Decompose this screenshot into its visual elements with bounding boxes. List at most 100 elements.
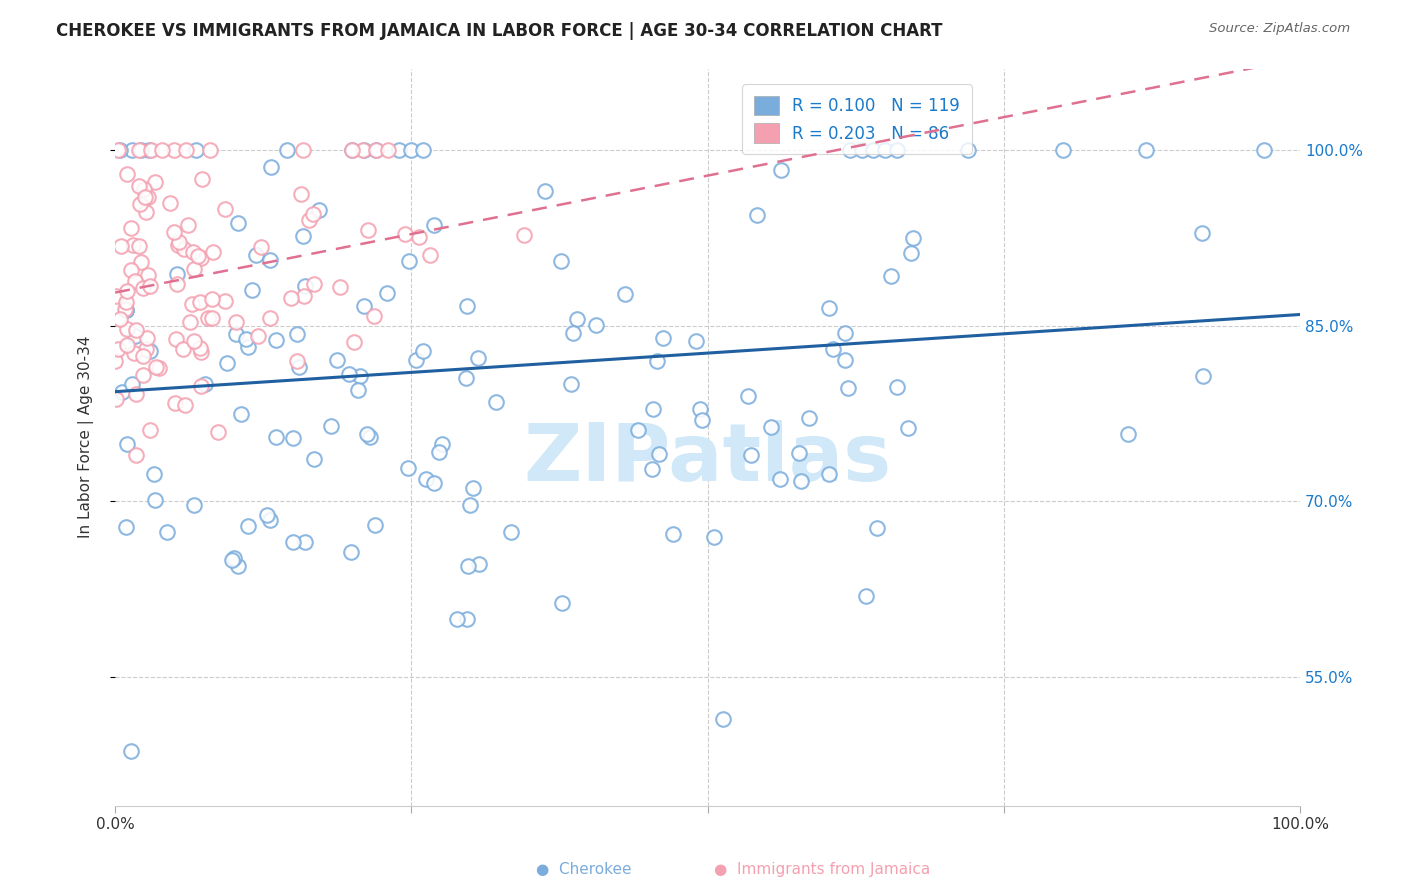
Point (197, 310, 219, 325)
Point (236, 340, 259, 354)
Point (115, 167, 138, 181)
Point (290, 186, 312, 201)
Point (187, 249, 209, 263)
Point (231, 407, 253, 421)
Text: ●  Immigrants from Jamaica: ● Immigrants from Jamaica (714, 863, 931, 877)
Point (641, 462, 664, 476)
Point (283, 431, 305, 445)
Point (240, 283, 263, 297)
Point (121, 238, 143, 252)
Point (221, 552, 243, 566)
Point (298, 213, 321, 227)
Point (108, 311, 131, 326)
Point (287, 359, 309, 374)
Point (110, 144, 132, 158)
Point (770, 163, 793, 178)
Point (200, 293, 222, 307)
Point (174, 144, 197, 158)
Point (408, 230, 430, 244)
Point (190, 378, 212, 392)
Text: ZIPatlas: ZIPatlas (523, 420, 891, 498)
Point (152, 144, 174, 158)
Point (104, 392, 127, 406)
Point (165, 333, 187, 347)
Point (181, 245, 204, 260)
Point (139, 423, 162, 437)
Point (485, 394, 508, 409)
Point (143, 493, 166, 508)
Point (115, 338, 138, 352)
Point (787, 445, 810, 459)
Point (256, 508, 278, 522)
Point (340, 144, 363, 158)
Point (139, 144, 162, 158)
Point (285, 354, 308, 368)
Point (214, 293, 236, 308)
Point (1192, 369, 1215, 384)
Point (107, 342, 129, 356)
Point (353, 299, 375, 313)
Point (201, 311, 224, 326)
Point (713, 712, 735, 726)
Point (396, 460, 419, 475)
Point (207, 425, 229, 439)
Point (769, 473, 792, 487)
Point (190, 294, 212, 309)
Point (190, 251, 212, 265)
Point (217, 356, 239, 370)
Point (456, 300, 478, 314)
Point (128, 197, 150, 211)
Text: ●  Cherokee: ● Cherokee (536, 863, 631, 877)
Point (340, 545, 363, 559)
Point (183, 261, 205, 276)
Point (235, 333, 257, 347)
Point (177, 218, 200, 232)
Point (294, 534, 316, 549)
Point (740, 448, 762, 462)
Point (398, 254, 420, 268)
Point (1191, 226, 1213, 240)
Point (357, 223, 380, 237)
Point (139, 343, 162, 358)
Point (456, 612, 478, 626)
Point (319, 418, 342, 433)
Point (131, 368, 153, 382)
Point (260, 160, 283, 174)
Point (415, 472, 437, 486)
Text: Source: ZipAtlas.com: Source: ZipAtlas.com (1209, 22, 1350, 36)
Point (353, 144, 375, 158)
Point (550, 253, 572, 268)
Point (326, 352, 349, 367)
Point (184, 144, 207, 158)
Point (191, 172, 214, 186)
Point (648, 447, 671, 461)
Point (259, 513, 281, 527)
Point (401, 144, 423, 158)
Point (190, 345, 212, 359)
Point (900, 246, 922, 260)
Point (125, 323, 148, 337)
Point (340, 144, 363, 158)
Point (364, 517, 387, 532)
Point (627, 423, 650, 437)
Point (148, 361, 170, 376)
Point (689, 402, 711, 417)
Point (308, 203, 330, 218)
Point (614, 286, 637, 301)
Point (467, 351, 489, 365)
Point (236, 518, 259, 533)
Point (131, 350, 153, 364)
Point (163, 225, 186, 239)
Point (104, 289, 127, 303)
Point (364, 144, 387, 158)
Point (131, 281, 153, 295)
Point (167, 237, 190, 252)
Point (259, 311, 281, 326)
Point (359, 429, 381, 443)
Point (165, 396, 187, 410)
Point (114, 303, 136, 318)
Point (114, 520, 136, 534)
Point (886, 379, 908, 393)
Point (291, 144, 314, 158)
Point (162, 144, 184, 158)
